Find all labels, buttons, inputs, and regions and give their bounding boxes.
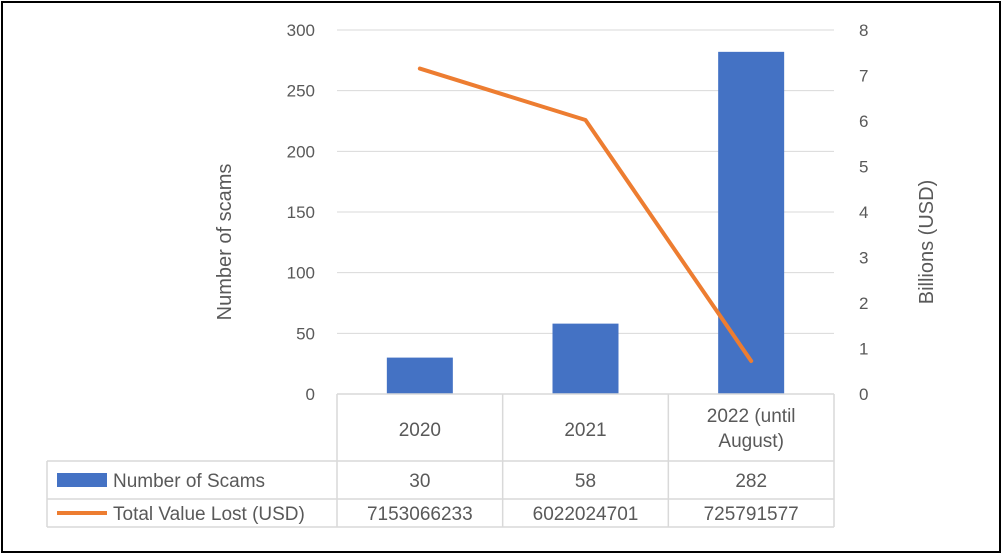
y-right-tick-label: 2: [859, 294, 868, 313]
y-right-tick-label: 7: [859, 67, 868, 86]
table-value: 58: [575, 471, 596, 492]
legend-swatch-bar: [57, 473, 107, 487]
y-right-tick-label: 3: [859, 249, 868, 268]
table-value: 7153066233: [367, 504, 473, 525]
table-value: 30: [409, 471, 430, 492]
category-label: 2021: [564, 420, 606, 441]
y-left-tick-label: 0: [306, 385, 315, 404]
y-left-tick-label: 300: [287, 21, 315, 40]
legend-label: Total Value Lost (USD): [113, 504, 305, 525]
series-line: [417, 66, 754, 363]
combo-chart: 0 50 100 150 200 250 300 0 1 2 3 4 5 6 7 8 Number of sca…: [46, 21, 938, 528]
legend-label: Number of Scams: [113, 471, 265, 492]
bar: [552, 323, 619, 394]
y-right-tick-label: 0: [859, 385, 868, 404]
y-left-tick-label: 50: [296, 324, 315, 343]
category-label: 2022 (until: [707, 406, 796, 427]
category-label: 2020: [399, 420, 441, 441]
y-left-tick-label: 150: [287, 203, 315, 222]
table-value: 6022024701: [533, 504, 639, 525]
y-right-tick-label: 8: [859, 21, 868, 40]
y-right-axis-title: Billions (USD): [916, 180, 938, 304]
y-right-tick-label: 6: [859, 112, 868, 131]
y-left-tick-label: 250: [287, 82, 315, 101]
y-left-tick-label: 100: [287, 264, 315, 283]
y-right-tick-label: 4: [859, 203, 868, 222]
y-left-tick-label: 200: [287, 142, 315, 161]
bar: [718, 51, 785, 395]
y-right-tick-label: 1: [859, 340, 868, 359]
y-left-axis-title: Number of scams: [214, 164, 236, 321]
y-right-tick-label: 5: [859, 158, 868, 177]
table-value: 725791577: [704, 504, 799, 525]
category-label: August): [718, 431, 783, 452]
bar: [386, 357, 453, 394]
table-value: 282: [735, 471, 767, 492]
